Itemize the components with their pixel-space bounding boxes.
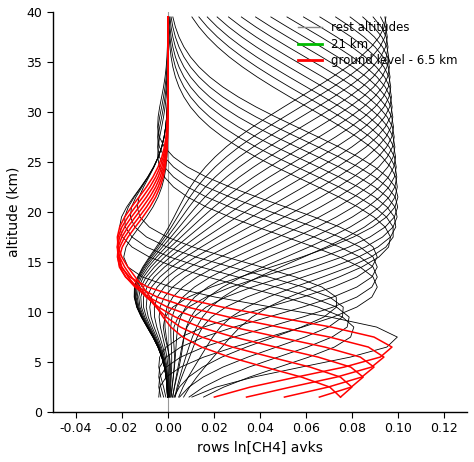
Legend: rest altitudes, 21 km, ground level - 6.5 km: rest altitudes, 21 km, ground level - 6.… [294,18,461,71]
X-axis label: rows ln[CH4] avks: rows ln[CH4] avks [197,441,323,455]
Y-axis label: altitude (km): altitude (km) [7,167,21,257]
